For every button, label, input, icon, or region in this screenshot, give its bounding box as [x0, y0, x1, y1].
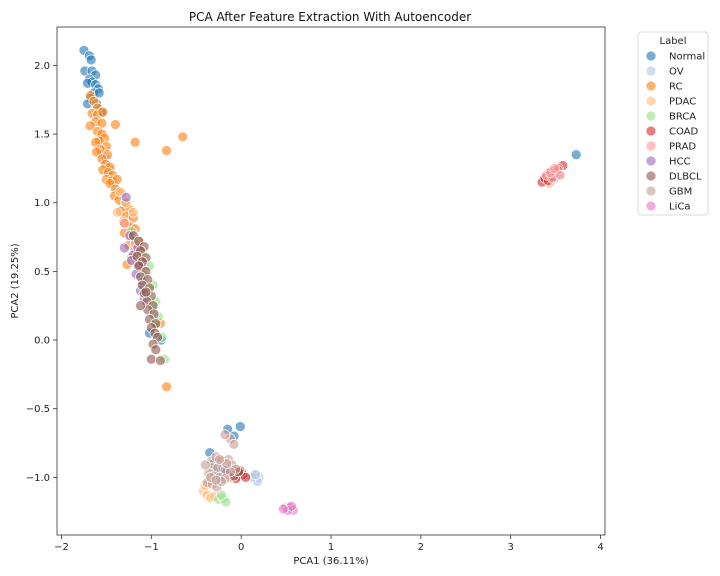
legend-item-brca: BRCA	[645, 110, 696, 123]
legend-marker	[645, 140, 657, 152]
series-normal	[78, 44, 582, 482]
point-gbm-18	[199, 459, 211, 471]
point-dlbcl-7	[133, 260, 145, 272]
point-gbm-23	[214, 454, 225, 465]
legend-label: Normal	[669, 52, 705, 63]
point-hcc-0	[120, 191, 132, 203]
legend-item-normal: Normal	[645, 50, 705, 63]
point-prad-10	[549, 163, 561, 174]
legend-label: GBM	[669, 187, 692, 198]
legend-marker	[645, 200, 657, 212]
point-prad-0	[119, 217, 130, 229]
x-axis-label: PCA1 (36.11%)	[293, 556, 368, 567]
y-tick-label: 1.0	[34, 198, 50, 209]
legend-marker	[645, 80, 657, 92]
legend-label: PRAD	[669, 142, 696, 153]
point-dlbcl-29	[140, 286, 152, 298]
point-gbm-22	[228, 439, 240, 450]
legend-label: OV	[669, 67, 684, 78]
series-pdac	[111, 175, 555, 504]
y-tick-label: −0.5	[26, 404, 50, 415]
x-tick-label: 2	[418, 542, 424, 553]
series-ov	[96, 149, 566, 487]
point-rc-5	[97, 106, 109, 118]
chart-title: PCA After Feature Extraction With Autoen…	[189, 10, 471, 24]
legend-item-dlbcl: DLBCL	[645, 170, 702, 183]
series-coad	[223, 160, 569, 485]
legend-items: Normal OV RC PDAC BRCA COAD PRAD HCC DLBCL GBM LiC…	[645, 50, 705, 213]
point-rc-52	[161, 145, 172, 156]
point-dlbcl-26	[145, 353, 157, 365]
x-tick-label: −1	[144, 542, 159, 553]
point-normal-2	[85, 54, 97, 66]
point-rc-8	[84, 120, 96, 132]
legend-marker	[645, 155, 657, 167]
legend-item-rc: RC	[645, 80, 682, 93]
legend-item-gbm: GBM	[645, 185, 692, 198]
legend-item-hcc: HCC	[645, 155, 691, 168]
legend-marker	[645, 170, 657, 182]
legend-label: RC	[669, 82, 682, 93]
x-tick-label: −2	[54, 542, 69, 553]
point-brca-15	[216, 489, 227, 501]
point-gbm-21	[219, 429, 231, 441]
point-rc-51	[129, 136, 141, 148]
point-hcc-1	[119, 242, 130, 254]
point-gbm-25	[210, 474, 222, 486]
y-tick-label: 0.5	[34, 267, 50, 278]
point-rc-7	[96, 117, 108, 129]
series-dlbcl	[128, 230, 244, 482]
x-axis: −2 −1 0 1 2 3 4	[54, 535, 604, 553]
legend-marker	[645, 95, 657, 107]
point-rc-50	[110, 119, 121, 130]
point-rc-55	[161, 381, 172, 393]
legend-marker	[645, 125, 657, 137]
y-tick-label: 0.0	[34, 336, 50, 347]
series-gbm	[199, 429, 242, 493]
x-tick-label: 0	[238, 542, 244, 553]
legend-item-pdac: PDAC	[645, 95, 696, 108]
legend-marker	[645, 110, 657, 122]
y-tick-label: 1.5	[34, 130, 50, 141]
legend-title: Label	[660, 36, 687, 47]
point-pdac-3	[111, 207, 123, 218]
y-axis: −1.0 −0.5 0.0 0.5 1.0 1.5 2.0	[26, 61, 57, 484]
points-layer	[78, 44, 582, 516]
legend-item-lica: LiCa	[645, 200, 690, 213]
point-ov-12	[250, 469, 261, 480]
legend-marker	[645, 185, 657, 197]
legend-label: HCC	[669, 157, 691, 168]
legend-frame	[637, 31, 709, 216]
point-rc-53	[177, 131, 189, 143]
point-pdac-2	[128, 207, 139, 218]
y-tick-label: 2.0	[34, 61, 50, 72]
legend-item-ov: OV	[645, 65, 684, 78]
point-normal-20	[234, 421, 246, 432]
point-lica-5	[278, 503, 289, 515]
y-tick-label: −1.0	[26, 473, 50, 484]
x-tick-label: 3	[507, 542, 513, 553]
point-dlbcl-28	[135, 300, 146, 312]
legend-label: LiCa	[669, 202, 690, 213]
legend: Label Normal OV RC PDAC BRCA COAD PRAD HCC DLBCL…	[637, 31, 709, 216]
legend-marker	[645, 65, 657, 77]
series-prad	[119, 163, 566, 483]
legend-marker	[645, 50, 657, 62]
legend-item-coad: COAD	[645, 125, 699, 138]
x-tick-label: 1	[328, 542, 334, 553]
legend-label: COAD	[669, 127, 699, 138]
x-tick-label: 4	[597, 542, 603, 553]
series-lica	[278, 500, 299, 516]
point-dlbcl-25	[150, 344, 162, 355]
y-axis-label: PCA2 (19.25%)	[10, 243, 21, 318]
legend-item-prad: PRAD	[645, 140, 696, 153]
legend-label: BRCA	[669, 112, 696, 123]
legend-label: PDAC	[669, 97, 696, 108]
point-dlbcl-27	[154, 355, 166, 366]
point-normal-28	[570, 149, 582, 161]
legend-label: DLBCL	[669, 172, 702, 183]
